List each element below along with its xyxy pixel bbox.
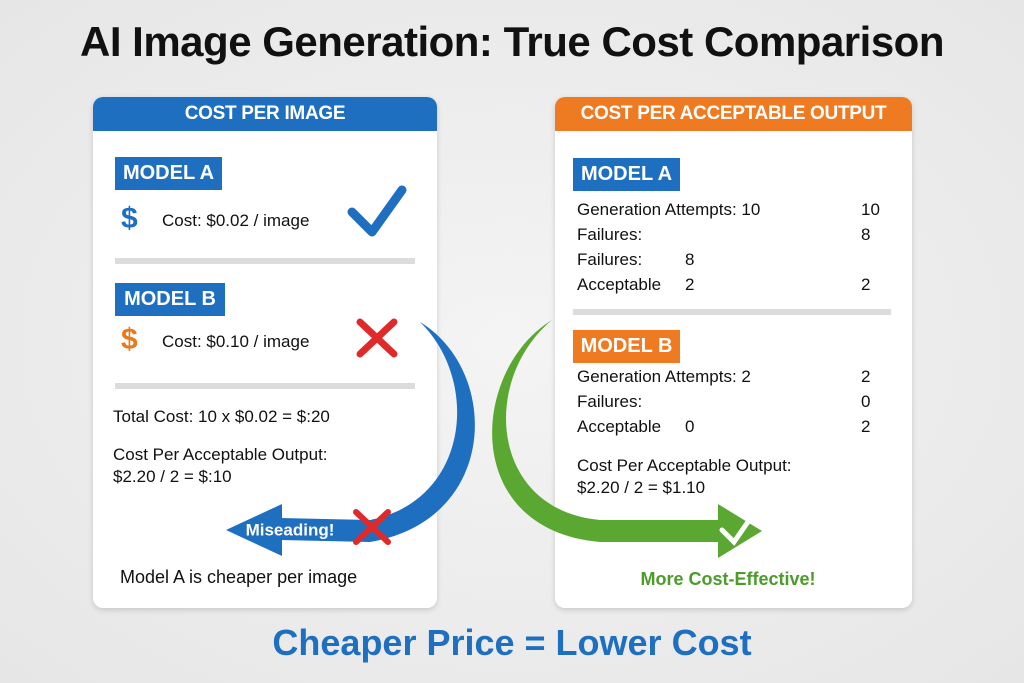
cost-text: Cost: $0.10 / image — [162, 332, 310, 351]
page-title: AI Image Generation: True Cost Compariso… — [80, 18, 944, 65]
row-right: 2 — [861, 275, 871, 294]
row-mid: 8 — [685, 250, 695, 269]
row-label: Acceptable — [577, 417, 662, 436]
row-right: 8 — [861, 225, 871, 244]
row-right: 2 — [861, 367, 871, 386]
cpa-label: Cost Per Acceptable Output: — [577, 456, 792, 475]
model-tag: MODEL B — [115, 283, 225, 316]
cpa-label: Cost Per Acceptable Output: — [113, 445, 328, 464]
row-label: Generation Attempts: 10 — [577, 200, 761, 219]
row-label: Generation Attempts: 2 — [577, 367, 751, 386]
model-tag: MODEL A — [573, 158, 680, 191]
arrow-head — [226, 504, 282, 556]
conclusion: Model A is cheaper per image — [120, 567, 358, 587]
dollar-icon: $ — [121, 202, 138, 235]
arrow-label: More Cost-Effective! — [640, 569, 815, 589]
row-right: 10 — [861, 200, 880, 219]
curved-arrow — [280, 322, 475, 542]
row-right: 2 — [861, 417, 871, 436]
check-icon — [719, 513, 755, 546]
divider — [115, 258, 415, 264]
dollar-icon: $ — [121, 323, 138, 356]
divider — [115, 383, 415, 389]
divider — [573, 309, 891, 315]
total-cost: Total Cost: 10 x $0.02 = $:20 — [113, 407, 330, 426]
model-tag: MODEL A — [115, 157, 222, 190]
cpa-value: $2.20 / 2 = $:10 — [113, 467, 232, 486]
row-label: Failures: — [577, 225, 643, 244]
cost-text: Cost: $0.02 / image — [162, 211, 310, 230]
cross-icon — [356, 318, 398, 358]
row-mid: 0 — [685, 417, 695, 436]
cross-icon — [353, 509, 391, 545]
footer-text: Cheaper Price = Lower Cost — [272, 622, 752, 663]
cpa-value: $2.20 / 2 = $1.10 — [577, 478, 706, 497]
model-tag: MODEL B — [573, 330, 680, 363]
row-label: Failures: — [577, 250, 643, 269]
left-panel: COST PER IMAGE MODEL A $ Cost: $0.02 / i… — [93, 97, 437, 608]
row-right: 0 — [861, 392, 871, 411]
row-label: Acceptable — [577, 275, 662, 294]
check-icon — [347, 185, 407, 237]
arrow-label: Miseading! — [246, 520, 335, 539]
panel-header: COST PER IMAGE — [93, 97, 437, 131]
row-label: Failures: — [577, 392, 643, 411]
curved-arrow — [492, 320, 720, 542]
panel-header: COST PER ACCEPTABLE OUTPUT — [555, 97, 912, 131]
row-mid: 2 — [685, 275, 695, 294]
